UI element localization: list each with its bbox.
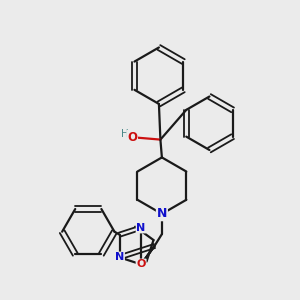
Text: N: N (115, 252, 124, 262)
Text: N: N (136, 223, 146, 232)
Text: N: N (157, 207, 167, 220)
Text: O: O (127, 131, 137, 144)
Text: O: O (136, 260, 146, 269)
Text: H: H (122, 129, 129, 139)
